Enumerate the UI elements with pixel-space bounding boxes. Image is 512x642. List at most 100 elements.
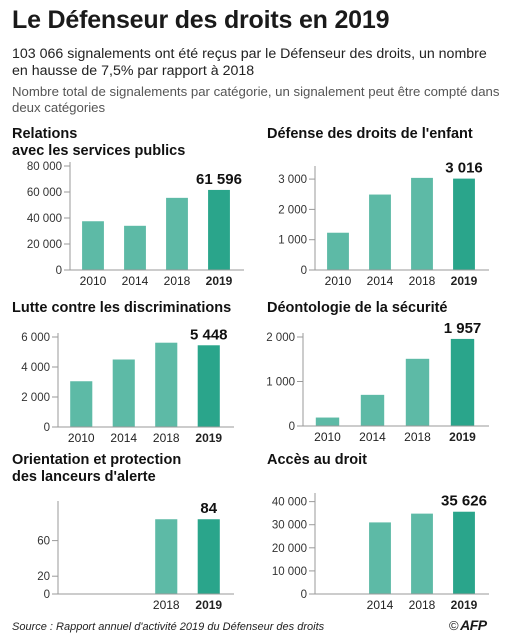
x-tick-label: 2014 <box>367 274 394 288</box>
chart-plot: 0 1 000 2 000 3 000 2010 2014 2018 3 016 2019 <box>278 160 489 288</box>
y-tick-label: 0 <box>44 589 50 601</box>
bar-2018 <box>155 342 178 427</box>
y-tick-label: 10 000 <box>272 566 307 578</box>
bar-2018 <box>411 177 433 270</box>
x-tick-label: 2019 <box>449 430 476 444</box>
chart-plot: 0 1 000 2 000 2010 2014 2018 1 957 2019 <box>266 320 489 444</box>
x-tick-label: 2019 <box>451 274 478 288</box>
y-tick-label: 0 <box>301 265 307 277</box>
bar-2018 <box>405 358 430 426</box>
bar-2018 <box>155 519 178 594</box>
chart-title: Relations avec les services publics <box>12 126 185 160</box>
x-tick-label: 2019 <box>206 274 233 288</box>
x-tick-label: 2014 <box>359 430 386 444</box>
y-tick-label: 1 000 <box>266 377 295 389</box>
y-tick-label: 80 000 <box>27 161 62 173</box>
y-tick-label: 60 000 <box>27 187 62 199</box>
page-subtitle: 103 066 signalements ont été reçus par l… <box>12 46 487 79</box>
y-tick-label: 40 000 <box>272 497 307 509</box>
chart-title-line: Accès au droit <box>267 452 367 468</box>
chart-title-line: Relations <box>12 126 78 142</box>
bar-2010 <box>327 232 349 270</box>
bar-2014 <box>112 359 135 427</box>
y-tick-label: 0 <box>289 421 295 433</box>
data-label: 5 448 <box>190 326 228 343</box>
y-tick-label: 20 <box>37 571 50 583</box>
chart-title: Déontologie de la sécurité <box>267 300 448 317</box>
data-label: 84 <box>200 500 217 517</box>
y-tick-label: 2 000 <box>278 204 307 216</box>
bar-2010 <box>82 221 104 270</box>
y-tick-label: 20 000 <box>27 239 62 251</box>
x-tick-label: 2019 <box>195 598 222 612</box>
bar-2019 <box>453 178 475 270</box>
x-tick-label: 2018 <box>153 598 180 612</box>
chart-title-line: des lanceurs d'alerte <box>12 469 156 485</box>
y-tick-label: 1 000 <box>278 235 307 247</box>
y-tick-label: 60 <box>37 536 50 548</box>
data-label: 61 596 <box>196 171 242 188</box>
y-tick-label: 0 <box>56 265 62 277</box>
bar-2010 <box>70 381 93 427</box>
bar-2019 <box>197 519 220 594</box>
data-label: 3 016 <box>445 160 483 177</box>
y-tick-label: 40 000 <box>27 213 62 225</box>
chart-deontologie: Déontologie de la sécurité 0 1 000 2 000 20… <box>266 300 507 450</box>
bar-2010 <box>315 417 340 426</box>
chart-acces-droit: Accès au droit 0 10 000 20 000 30 000 40 000… <box>267 452 507 612</box>
y-tick-label: 0 <box>44 422 50 434</box>
source-note: Source : Rapport annuel d'activité 2019 … <box>12 621 325 633</box>
chart-title-line: Défense des droits de l'enfant <box>267 126 473 142</box>
y-tick-label: 0 <box>301 589 307 601</box>
x-tick-label: 2018 <box>409 274 436 288</box>
chart-title-line: Orientation et protection <box>12 452 182 468</box>
x-tick-label: 2010 <box>80 274 107 288</box>
chart-lanceurs-alerte: Orientation et protection des lanceurs d… <box>12 452 252 612</box>
x-tick-label: 2014 <box>367 598 394 612</box>
x-tick-label: 2018 <box>164 274 191 288</box>
chart-services-publics: Relations avec les services publics 0 20 … <box>12 126 252 291</box>
x-tick-label: 2014 <box>122 274 149 288</box>
x-tick-label: 2010 <box>325 274 352 288</box>
x-tick-label: 2010 <box>68 431 95 445</box>
y-tick-label: 4 000 <box>21 362 50 374</box>
bar-2018 <box>166 197 188 270</box>
x-tick-label: 2018 <box>153 431 180 445</box>
bar-2018 <box>411 513 433 594</box>
chart-droits-enfant: Défense des droits de l'enfant 0 1 000 2 0… <box>267 126 507 291</box>
y-tick-label: 2 000 <box>21 392 50 404</box>
bar-2014 <box>360 394 385 426</box>
chart-title-line: avec les services publics <box>12 143 186 159</box>
page-note: Nombre total de signalements par catégor… <box>12 84 500 115</box>
bar-2019 <box>453 511 475 594</box>
chart-plot: 0 20 60 2018 84 2019 <box>37 500 234 612</box>
x-tick-label: 2019 <box>451 598 478 612</box>
copyright-icon: © <box>449 618 459 633</box>
x-tick-label: 2014 <box>110 431 137 445</box>
afp-logo: © AFP <box>449 617 487 633</box>
bar-2019 <box>208 189 230 270</box>
bar-2019 <box>450 338 475 426</box>
y-tick-label: 20 000 <box>272 543 307 555</box>
chart-plot: 0 2 000 4 000 6 000 2010 2014 2018 5 448 2019 <box>21 326 234 445</box>
chart-title: Accès au droit <box>267 452 367 469</box>
page-title: Le Défenseur des droits en 2019 <box>12 6 390 34</box>
chart-title: Défense des droits de l'enfant <box>267 126 473 143</box>
y-tick-label: 2 000 <box>266 332 295 344</box>
x-tick-label: 2010 <box>314 430 341 444</box>
x-tick-label: 2018 <box>404 430 431 444</box>
x-tick-label: 2019 <box>195 431 222 445</box>
x-tick-label: 2018 <box>409 598 436 612</box>
afp-logo-text: AFP <box>460 617 487 633</box>
chart-title: Lutte contre les discriminations <box>12 300 231 317</box>
chart-plot: 0 10 000 20 000 30 000 40 000 2014 2018 35 626 2… <box>272 493 489 612</box>
data-label: 1 957 <box>444 320 482 337</box>
bar-2014 <box>369 194 391 270</box>
bar-2014 <box>124 225 146 270</box>
data-label: 35 626 <box>441 493 487 510</box>
chart-discriminations: Lutte contre les discriminations 0 2 000 4… <box>12 300 252 450</box>
chart-title-line: Lutte contre les discriminations <box>12 300 232 316</box>
chart-title-line: Déontologie de la sécurité <box>267 300 448 316</box>
bar-2019 <box>197 345 220 427</box>
y-tick-label: 6 000 <box>21 332 50 344</box>
